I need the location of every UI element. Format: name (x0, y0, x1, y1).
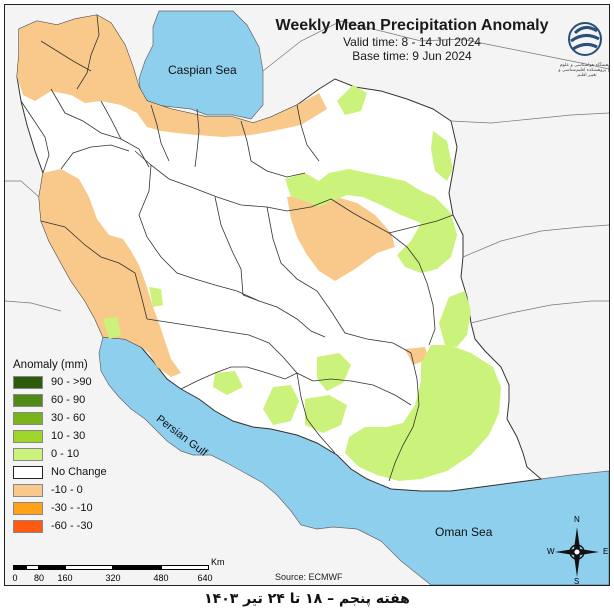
compass-e: E (603, 547, 609, 556)
institute-logo: پژوهشگاه هواشناسی و علوم جو | پژوهشکده ا… (557, 19, 610, 83)
neighbor-borders (5, 20, 609, 324)
scale-tick: 320 (105, 573, 121, 583)
scale-tick: 160 (57, 573, 73, 583)
legend-item: 60 - 90 (13, 391, 129, 409)
compass-w: W (547, 547, 555, 556)
legend-swatch (13, 501, 43, 515)
caspian-sea (138, 10, 264, 120)
map-title: Weekly Mean Precipitation Anomaly (275, 17, 549, 34)
scale-tick: 480 (153, 573, 169, 583)
legend-label: 90 - >90 (51, 376, 92, 388)
legend-item: No Change (13, 463, 129, 481)
scale-tick: 0 (12, 573, 18, 583)
scale-segment (39, 565, 65, 570)
legend-swatch (13, 375, 43, 389)
oman-sea-label: Oman Sea (435, 525, 493, 539)
base-time: Base time: 9 Jun 2024 (352, 49, 472, 63)
legend-item: 30 - 60 (13, 409, 129, 427)
legend-swatch (13, 393, 43, 407)
title-block: Weekly Mean Precipitation Anomaly Valid … (267, 17, 557, 63)
compass-s: S (574, 577, 580, 586)
map-frame: Caspian Sea Persian Gulf Oman Sea Weekly… (4, 4, 610, 586)
legend-swatch (13, 447, 43, 461)
data-source: Source: ECMWF (275, 572, 343, 582)
scale-segment (113, 565, 161, 570)
legend-item: -30 - -10 (13, 499, 129, 517)
legend-title: Anomaly (mm) (13, 359, 88, 371)
legend-swatch (13, 465, 43, 479)
logo-icon (568, 22, 602, 56)
legend-swatch (13, 519, 43, 533)
legend-label: 60 - 90 (51, 394, 86, 406)
legend-label: -10 - 0 (51, 484, 83, 496)
legend-label: No Change (51, 466, 107, 478)
legend: Anomaly (mm) 90 - >90 60 - 90 30 - 60 10 - … (13, 359, 129, 535)
legend-swatch (13, 429, 43, 443)
legend-label: 0 - 10 (51, 448, 80, 460)
legend-item: -60 - -30 (13, 517, 129, 535)
legend-label: -30 - -10 (51, 502, 93, 514)
valid-time: Valid time: 8 - 14 Jul 2024 (343, 35, 481, 49)
scale-track (13, 565, 209, 570)
legend-label: 30 - 60 (51, 412, 86, 424)
scale-segment (65, 565, 113, 570)
week-caption: هفته پنجم – ۱۸ تا ۲۴ تیر ۱۴۰۳ (204, 591, 410, 607)
scale-segment (161, 565, 209, 570)
scale-unit: Km (211, 557, 225, 567)
legend-item: 90 - >90 (13, 373, 129, 391)
scale-tick: 80 (33, 573, 45, 583)
legend-swatch (13, 483, 43, 497)
caspian-sea-label: Caspian Sea (168, 63, 237, 77)
scale-tick: 640 (197, 573, 213, 583)
legend-label: -60 - -30 (51, 520, 93, 532)
scale-segment (13, 565, 26, 570)
compass-icon (555, 527, 599, 577)
province-borders (20, 14, 454, 482)
compass-rose: N S W E (545, 515, 609, 586)
logo-text: پژوهشگاه هواشناسی و علوم جو | پژوهشکده ا… (558, 63, 610, 78)
legend-item: 10 - 30 (13, 427, 129, 445)
legend-label: 10 - 30 (51, 430, 86, 442)
legend-item: 0 - 10 (13, 445, 129, 463)
scale-bar: Km 0 80 160 320 480 640 (12, 557, 224, 585)
map-canvas (5, 5, 609, 585)
scale-segment (26, 565, 39, 570)
legend-swatch (13, 411, 43, 425)
anomaly-positive-areas (103, 85, 501, 481)
legend-item: -10 - 0 (13, 481, 129, 499)
compass-n: N (574, 515, 580, 524)
